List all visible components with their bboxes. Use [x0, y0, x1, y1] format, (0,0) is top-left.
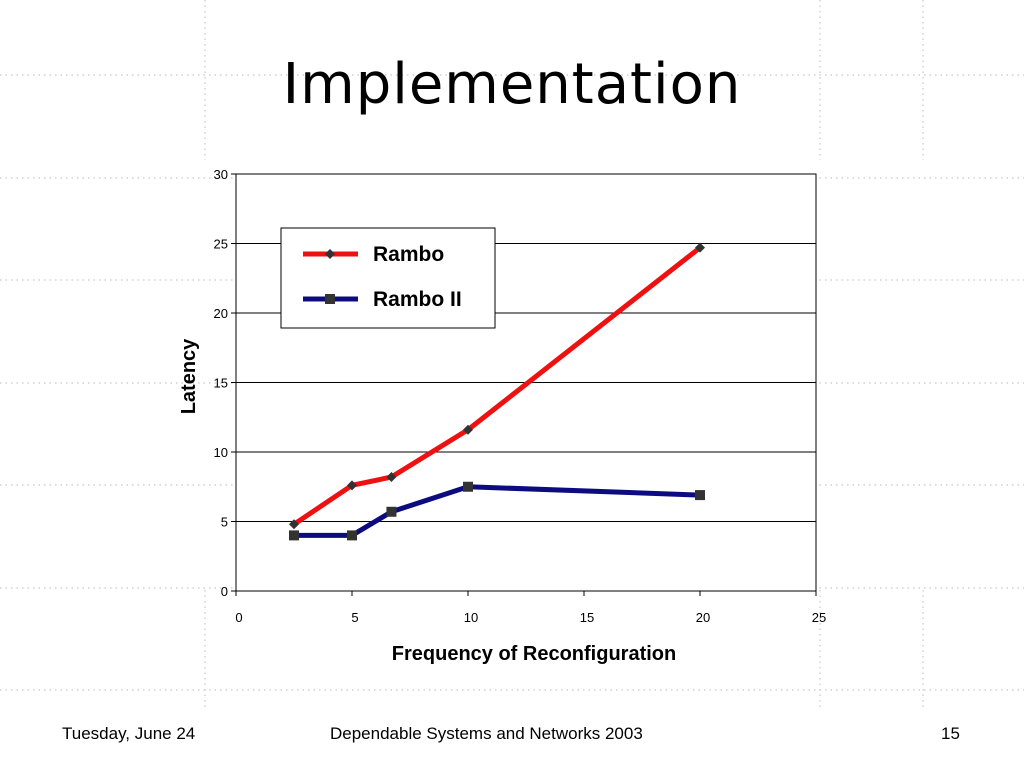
data-point-marker: [347, 480, 357, 491]
footer-date: Tuesday, June 24: [62, 724, 196, 743]
x-tick-label: 10: [464, 610, 478, 625]
x-tick-label: 20: [696, 610, 710, 625]
data-point-marker: [289, 519, 299, 530]
legend-label: Rambo II: [373, 288, 462, 311]
x-tick-label: 15: [580, 610, 594, 625]
y-tick-label: 0: [221, 584, 228, 599]
data-point-marker: [695, 242, 705, 253]
footer-conference: Dependable Systems and Networks 2003: [330, 724, 643, 743]
footer-page-number: 15: [941, 724, 960, 743]
legend-marker: [325, 294, 335, 304]
x-tick-label: 0: [235, 610, 242, 625]
legend-label: Rambo: [373, 243, 444, 266]
y-tick-label: 5: [221, 515, 228, 530]
data-point-marker: [463, 481, 473, 492]
data-point-marker: [463, 424, 473, 435]
y-tick-label: 20: [214, 306, 228, 321]
series-rambo-ii: [289, 481, 705, 541]
data-point-marker: [386, 472, 397, 483]
y-tick-label: 15: [214, 376, 228, 391]
data-point-marker: [386, 506, 397, 517]
slide-title: Implementation: [282, 52, 742, 117]
data-point-marker: [289, 530, 299, 541]
data-point-marker: [695, 490, 705, 501]
series-rambo: [289, 242, 705, 530]
data-point-marker: [347, 530, 357, 541]
y-axis-label: Latency: [178, 338, 200, 414]
legend-box: [280, 227, 496, 329]
legend-marker: [325, 249, 335, 259]
y-tick-label: 10: [214, 445, 228, 460]
x-axis-label: Frequency of Reconfiguration: [392, 643, 676, 665]
x-tick-label: 5: [351, 610, 358, 625]
y-tick-label: 25: [214, 237, 228, 252]
chart-legend: Rambo Rambo II: [280, 227, 496, 329]
x-tick-label: 25: [812, 610, 826, 625]
y-tick-label: 30: [214, 167, 228, 182]
